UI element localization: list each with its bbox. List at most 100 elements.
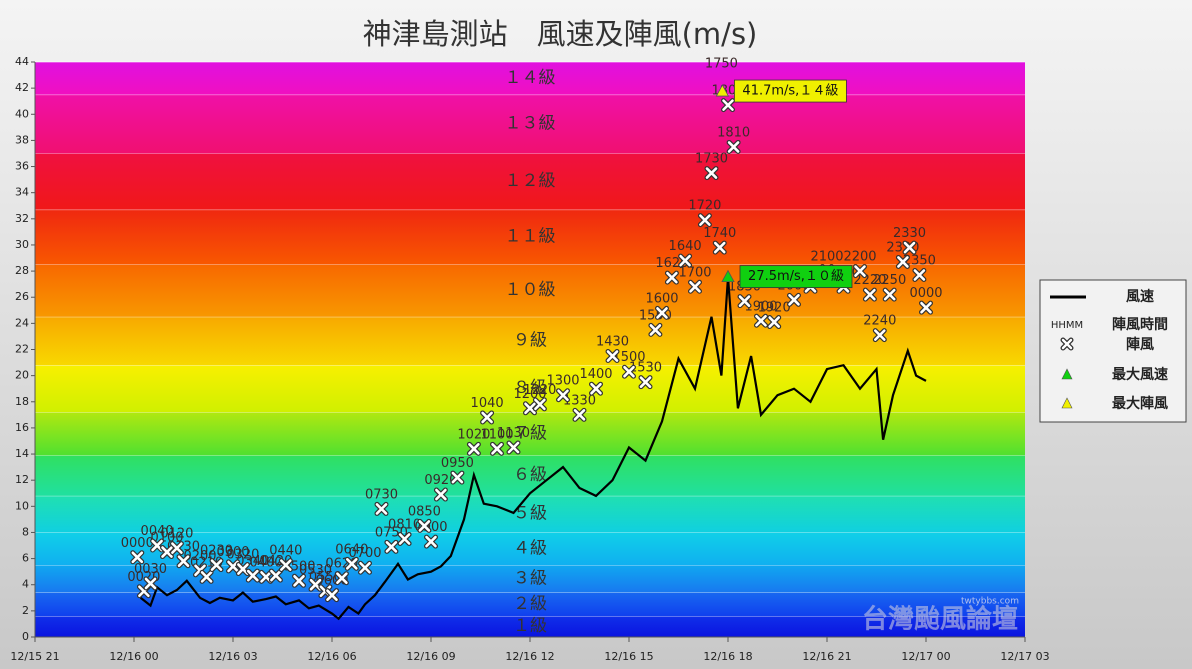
y-tick-label: 0: [22, 630, 29, 643]
gust-marker-cross: [131, 551, 144, 564]
gust-time-label: 2220: [853, 273, 886, 288]
band-label: １１級: [505, 227, 556, 247]
gust-time-label: 0440: [269, 544, 302, 559]
gust-marker-cross: [177, 555, 190, 568]
gust-marker-cross: [656, 307, 668, 319]
gust-marker: [226, 559, 240, 574]
gust-time-label: 0040: [141, 524, 174, 539]
band-label: ９級: [513, 331, 547, 351]
y-tick-label: 26: [15, 290, 29, 303]
x-tick-label: 12/16 18: [703, 650, 752, 663]
y-tick-label: 36: [15, 160, 29, 173]
gust-time-label: 2200: [843, 250, 876, 265]
gust-marker: [209, 558, 224, 573]
gust-marker-cross: [435, 488, 447, 501]
gust-marker-cross: [468, 443, 480, 455]
gust-marker-cross: [293, 575, 305, 587]
gust-time-label: 2350: [903, 254, 936, 269]
gust-marker: [506, 440, 521, 455]
gust-time-label: 1640: [669, 239, 702, 254]
y-tick-label: 4: [22, 578, 29, 591]
chart-title: 神津島測站 風速及陣風(m/s): [363, 17, 758, 51]
gust-marker-cross: [768, 316, 780, 328]
gust-marker-cross: [418, 520, 431, 532]
gust-marker: [862, 287, 877, 302]
gust-marker-cross: [398, 533, 411, 545]
gust-marker: [384, 539, 399, 554]
gust-time-label: 1200: [513, 387, 546, 402]
band-label: ２級: [513, 594, 547, 614]
gust-marker-cross: [336, 572, 348, 584]
gust-marker: [523, 401, 537, 416]
scale-band: [35, 209, 1025, 265]
max-wind-marker: [721, 269, 735, 283]
gust-marker-cross: [557, 389, 569, 402]
gust-marker-cross: [451, 471, 464, 484]
gust-marker: [655, 305, 669, 320]
gust-marker: [344, 556, 359, 571]
gust-time-label: 1740: [703, 226, 736, 241]
gust-marker-cross: [699, 214, 711, 226]
gust-marker: [308, 577, 323, 592]
y-tick-label: 16: [15, 421, 29, 434]
gust-marker-cross: [573, 409, 586, 421]
gust-marker: [374, 501, 389, 516]
gust-marker-cross: [623, 365, 635, 378]
legend-box: [1039, 279, 1187, 423]
gust-marker: [872, 328, 887, 343]
gust-time-label: 0200: [183, 549, 216, 564]
band-label: ７級: [513, 423, 547, 443]
gust-marker: [176, 554, 191, 569]
gust-marker-cross: [161, 546, 173, 558]
gust-marker-cross: [727, 141, 740, 153]
gust-marker-cross: [524, 402, 536, 415]
gust-marker: [424, 534, 438, 549]
gust-marker: [199, 569, 214, 584]
gust-marker: [292, 573, 306, 588]
gust-time-label: 0530: [299, 563, 332, 578]
gust-marker-cross: [590, 382, 602, 395]
scale-band: [35, 616, 1025, 637]
max-gust-label: 41.7m/s,１４級: [742, 84, 838, 99]
gust-marker-cross: [713, 241, 726, 254]
gust-marker: [268, 568, 283, 583]
gust-marker-cross: [237, 563, 249, 575]
gust-marker: [143, 576, 158, 591]
x-tick-label: 12/16 06: [307, 650, 356, 663]
gust-marker-cross: [666, 271, 678, 284]
gust-marker-cross: [359, 561, 371, 574]
gust-marker-cross: [639, 376, 652, 388]
gust-marker-cross: [151, 539, 163, 552]
gust-marker: [589, 381, 603, 396]
gust-marker-cross: [200, 571, 213, 583]
gust-marker-cross: [326, 589, 338, 601]
gust-marker: [697, 213, 712, 228]
x-tick-label: 12/15 21: [10, 650, 59, 663]
scale-band: [35, 592, 1025, 617]
gust-marker: [605, 349, 620, 364]
scale-band: [35, 153, 1025, 210]
gust-time-label: 1330: [563, 393, 596, 408]
gust-marker-cross: [346, 558, 358, 570]
gust-marker: [150, 538, 165, 553]
gust-marker-cross: [507, 441, 520, 454]
band-label: １２級: [505, 171, 556, 191]
max-wind-label: 27.5m/s,１０級: [748, 269, 844, 284]
y-tick-label: 6: [22, 552, 29, 565]
legend-key: HHMM: [1051, 320, 1083, 331]
gust-marker-cross: [864, 288, 876, 301]
scale-band: [35, 412, 1025, 456]
gust-time-label: 2100: [810, 250, 843, 265]
y-tick-label: 10: [15, 499, 29, 512]
scale-band: [35, 455, 1025, 496]
gust-time-label: 1020: [457, 427, 490, 442]
gust-marker-cross: [247, 569, 259, 582]
gust-marker-cross: [722, 99, 734, 111]
band-label: ８級: [513, 378, 547, 398]
band-label: ６級: [513, 465, 547, 485]
gust-time-label: 0300: [216, 545, 249, 560]
scale-band: [35, 94, 1025, 154]
x-tick-label: 12/17 00: [901, 650, 950, 663]
gust-marker-cross: [425, 535, 437, 548]
